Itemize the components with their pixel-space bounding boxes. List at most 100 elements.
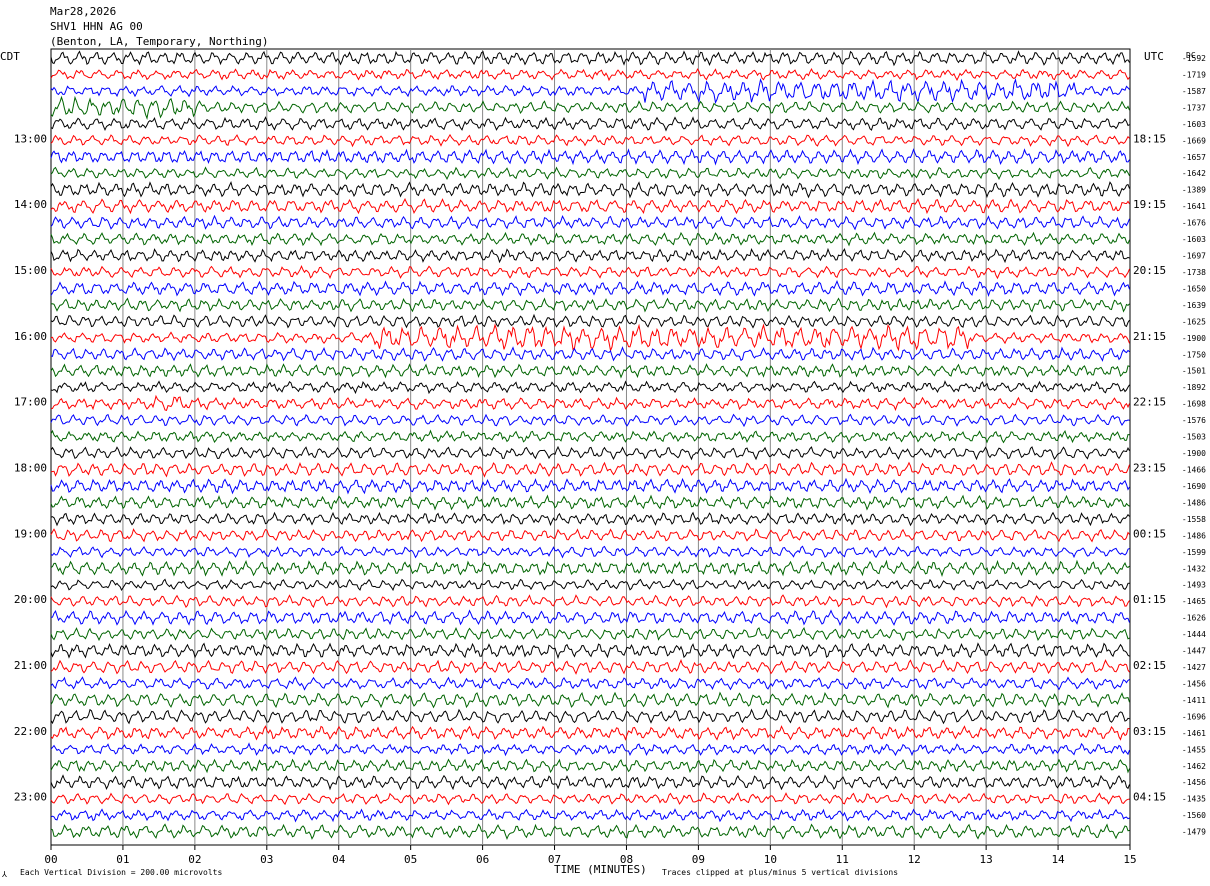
dc-offset-label: -1461 — [1182, 729, 1206, 738]
dc-offset-label: -1503 — [1182, 433, 1206, 442]
dc-offset-label: -1462 — [1182, 762, 1206, 771]
header-date: Mar28,2026 — [50, 5, 117, 18]
x-axis-label: TIME (MINUTES) — [554, 863, 647, 876]
dc-offset-label: -1576 — [1182, 416, 1206, 425]
trace-line — [50, 477, 1130, 495]
left-tick-label: 17:00 — [14, 396, 47, 409]
trace-line — [50, 116, 1130, 132]
x-tick-label: 14 — [1051, 853, 1065, 866]
trace-line — [50, 166, 1130, 181]
right-tick-label: 20:15 — [1133, 264, 1166, 277]
dc-offset-label: -1411 — [1182, 696, 1206, 705]
dc-offset-label: -1558 — [1182, 515, 1206, 524]
dc-label: DC — [1186, 51, 1196, 60]
left-tick-label: 23:00 — [14, 791, 47, 804]
left-tick-label: 16:00 — [14, 330, 47, 343]
trace-line — [50, 297, 1130, 313]
trace-line — [50, 642, 1130, 660]
dc-offset-label: -1432 — [1182, 564, 1206, 573]
dc-offset-label: -1690 — [1182, 482, 1206, 491]
left-tick-label: 22:00 — [14, 725, 47, 738]
corner-mark: ⅄ — [1, 870, 7, 879]
trace-line — [50, 594, 1130, 609]
trace-line — [50, 494, 1130, 511]
trace-line — [50, 626, 1130, 642]
trace-line — [50, 725, 1130, 741]
dc-offset-label: -1501 — [1182, 367, 1206, 376]
trace-line — [50, 445, 1130, 461]
right-tick-label: 18:15 — [1133, 132, 1166, 145]
dc-offset-label: -1639 — [1182, 301, 1206, 310]
dc-offset-label: -1738 — [1182, 268, 1206, 277]
trace-line — [50, 559, 1130, 577]
header-station: SHV1 HHN AG 00 — [50, 20, 143, 33]
trace-line — [50, 578, 1130, 592]
trace-line — [50, 279, 1130, 298]
trace-line — [50, 68, 1130, 82]
trace-line — [50, 394, 1130, 412]
dc-offset-label: -1603 — [1182, 235, 1206, 244]
right-tick-label: 21:15 — [1133, 330, 1166, 343]
x-tick-label: 03 — [260, 853, 273, 866]
clip-note: Traces clipped at plus/minus 5 vertical … — [662, 868, 898, 877]
right-tick-label: 01:15 — [1133, 593, 1166, 606]
dc-offset-label: -1641 — [1182, 202, 1206, 211]
dc-offset-label: -1486 — [1182, 531, 1206, 540]
trace-line — [50, 380, 1130, 395]
trace-line — [50, 247, 1130, 264]
trace-line — [50, 50, 1130, 67]
x-tick-label: 15 — [1123, 853, 1136, 866]
trace-line — [50, 808, 1130, 823]
trace-line — [50, 609, 1130, 627]
x-tick-label: 02 — [188, 853, 201, 866]
trace-line — [50, 708, 1130, 725]
x-tick-label: 04 — [332, 853, 346, 866]
trace-line — [50, 774, 1130, 791]
trace-line — [50, 231, 1130, 247]
dc-offset-label: -1493 — [1182, 581, 1206, 590]
x-tick-label: 08 — [620, 853, 633, 866]
trace-line — [50, 676, 1130, 691]
x-tick-label: 07 — [548, 853, 561, 866]
trace-line — [50, 413, 1130, 428]
x-tick-label: 00 — [44, 853, 57, 866]
dc-offset-label: -1592 — [1182, 54, 1206, 63]
x-tick-label: 12 — [908, 853, 921, 866]
trace-line — [50, 323, 1130, 353]
left-tick-label: 15:00 — [14, 264, 47, 277]
left-tick-label: 20:00 — [14, 593, 47, 606]
dc-offset-label: -1900 — [1182, 449, 1206, 458]
x-tick-label: 10 — [764, 853, 777, 866]
dc-offset-label: -1455 — [1182, 745, 1206, 754]
right-tick-label: 04:15 — [1133, 791, 1166, 804]
dc-offset-label: -1625 — [1182, 317, 1206, 326]
dc-offset-label: -1698 — [1182, 400, 1206, 409]
x-tick-label: 11 — [836, 853, 849, 866]
trace-line — [50, 197, 1130, 215]
dc-offset-label: -1737 — [1182, 103, 1206, 112]
left-tick-label: 13:00 — [14, 132, 47, 145]
dc-offset-label: -1750 — [1182, 350, 1206, 359]
dc-offset-label: -1479 — [1182, 828, 1206, 837]
trace-line — [50, 528, 1130, 543]
dc-offset-label: -1626 — [1182, 614, 1206, 623]
dc-offset-label: -1650 — [1182, 284, 1206, 293]
left-tick-label: 14:00 — [14, 198, 47, 211]
dc-offset-label: -1657 — [1182, 153, 1206, 162]
dc-offset-label: -1447 — [1182, 647, 1206, 656]
dc-offset-label: -1697 — [1182, 252, 1206, 261]
trace-line — [50, 95, 1130, 121]
trace-line — [50, 148, 1130, 166]
trace-line — [50, 363, 1130, 379]
dc-offset-label: -1676 — [1182, 219, 1206, 228]
trace-line — [50, 78, 1130, 105]
left-tick-label: 19:00 — [14, 527, 47, 540]
trace-line — [50, 659, 1130, 675]
trace-line — [50, 313, 1130, 329]
dc-offset-label: -1642 — [1182, 169, 1206, 178]
dc-offset-label: -1427 — [1182, 663, 1206, 672]
dc-offset-label: -1389 — [1182, 186, 1206, 195]
dc-offset-label: -1456 — [1182, 679, 1206, 688]
plot-frame — [50, 48, 1131, 846]
dc-offset-label: -1900 — [1182, 334, 1206, 343]
